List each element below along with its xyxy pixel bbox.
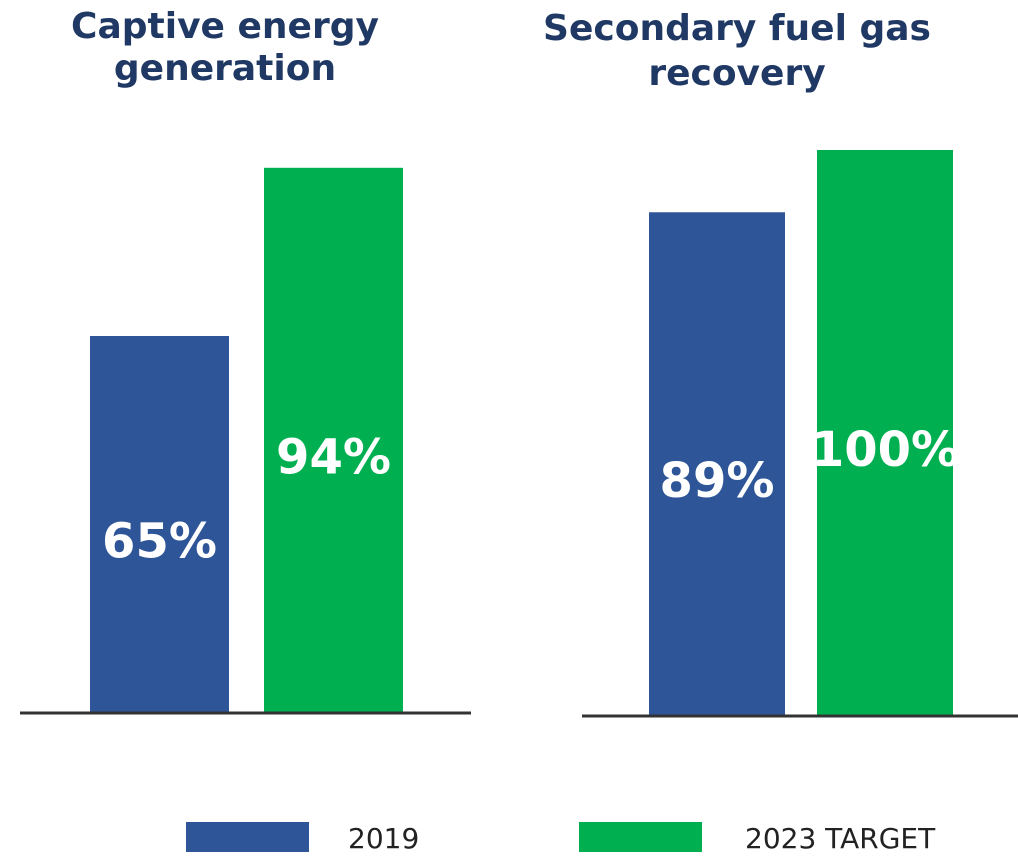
legend-swatch xyxy=(579,822,702,852)
value-label: 94% xyxy=(276,429,391,485)
chart-title: Captive energy xyxy=(71,6,379,47)
bar xyxy=(817,150,953,716)
legend-swatch xyxy=(186,822,309,852)
bar xyxy=(90,336,229,713)
legend-label: 2023 TARGET xyxy=(745,822,936,855)
bar xyxy=(649,212,785,716)
bar xyxy=(264,167,403,714)
chart-title: Secondary fuel gas xyxy=(543,8,931,49)
value-label: 65% xyxy=(102,514,217,570)
chart-title: generation xyxy=(114,48,336,89)
value-label: 89% xyxy=(660,453,775,509)
legend-label: 2019 xyxy=(348,822,419,855)
value-label: 100% xyxy=(811,422,959,478)
chart-title: recovery xyxy=(648,53,825,94)
